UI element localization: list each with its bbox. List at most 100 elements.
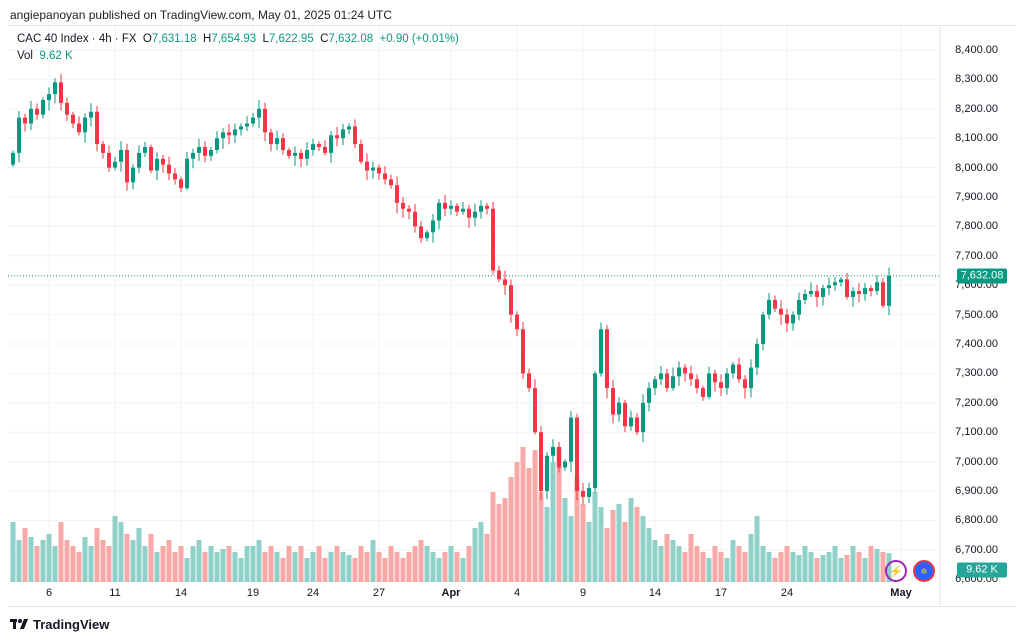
volume-bar	[52, 546, 58, 582]
volume-bar	[46, 534, 52, 582]
time-tick-label: 27	[372, 587, 386, 599]
close-label: C	[320, 33, 329, 45]
candle-body	[623, 402, 627, 427]
candle-body	[659, 373, 663, 380]
volume-bar	[598, 507, 604, 582]
volume-bar	[700, 552, 706, 582]
candle-body	[575, 417, 579, 491]
volume-bar	[508, 477, 514, 582]
volume-bar	[88, 546, 94, 582]
candle-body	[491, 208, 495, 271]
volume-bar	[160, 546, 166, 582]
candle-body	[221, 132, 225, 139]
volume-bar	[688, 534, 694, 582]
candle-body	[149, 147, 153, 171]
volume-bar	[166, 540, 172, 582]
candle-body	[479, 205, 483, 212]
volume-bar	[778, 552, 784, 582]
candle-body	[137, 152, 141, 168]
volume-bar	[622, 522, 628, 582]
volume-bar	[676, 546, 682, 582]
candle-body	[779, 308, 783, 315]
price-tick-label: 7,700.00	[955, 249, 998, 262]
volume-bar	[214, 552, 220, 582]
volume-bar	[382, 558, 388, 582]
price-tick-label: 6,900.00	[955, 485, 998, 497]
volume-bar	[22, 528, 28, 582]
volume-bar	[658, 546, 664, 582]
volume-label: Vol	[17, 50, 33, 62]
candle-body	[629, 417, 633, 427]
volume-bar	[634, 507, 640, 582]
candle-body	[89, 111, 93, 118]
candle-body	[11, 152, 15, 165]
symbol-label[interactable]: CAC 40 Index · 4h · FX	[17, 33, 137, 45]
lightning-icon[interactable]: ⚡	[885, 560, 907, 582]
candle-body	[377, 167, 381, 174]
candle-body	[713, 373, 717, 383]
candle-body	[461, 208, 465, 212]
volume-bar	[310, 552, 316, 582]
candle-body	[785, 314, 789, 324]
tradingview-logo[interactable]: TradingView	[10, 617, 109, 632]
candle-body	[725, 373, 729, 389]
volume-bar	[754, 516, 760, 582]
candle-body	[317, 144, 321, 148]
candle-body	[737, 364, 741, 380]
ohlc-legend: CAC 40 Index · 4h · FX O7,631.18 H7,654.…	[17, 33, 459, 45]
volume-bar	[442, 552, 448, 582]
volume-bar	[808, 552, 814, 582]
volume-bar	[70, 546, 76, 582]
candle-body	[281, 138, 285, 150]
price-tick-label: 7,100.00	[955, 426, 998, 439]
candle-body	[233, 129, 237, 136]
volume-bar	[856, 552, 862, 582]
candle-body	[35, 108, 39, 115]
candle-body	[329, 135, 333, 153]
candle-body	[443, 202, 447, 209]
volume-bar	[766, 552, 772, 582]
volume-bar	[514, 462, 520, 582]
candle-body	[869, 288, 873, 292]
volume-bar	[706, 558, 712, 582]
candle-body	[539, 432, 543, 491]
volume-bar	[520, 447, 526, 582]
candle-body	[749, 367, 753, 389]
candle-body	[215, 138, 219, 150]
volume-bar	[334, 546, 340, 582]
volume-bar	[880, 552, 886, 582]
candle-body	[689, 373, 693, 380]
candle-body	[305, 149, 309, 159]
volume-bar	[532, 450, 538, 582]
volume-bar	[466, 546, 472, 582]
candle-body	[299, 152, 303, 159]
candle-body	[821, 288, 825, 297]
volume-bar	[316, 546, 322, 582]
candle-body	[293, 152, 297, 156]
candle-body	[173, 173, 177, 180]
candle-body	[551, 446, 555, 456]
change-value: +0.90 (+0.01%)	[379, 33, 459, 45]
high-label: H	[203, 33, 212, 45]
volume-bar	[34, 546, 40, 582]
close-value: 7,632.08	[328, 33, 374, 45]
candle-body	[809, 291, 813, 295]
candle-body	[161, 158, 165, 165]
volume-bar	[256, 540, 262, 582]
candle-body	[593, 373, 597, 489]
candle-body	[851, 291, 855, 297]
volume-bar	[694, 546, 700, 582]
candle-body	[767, 299, 771, 315]
volume-bar	[304, 558, 310, 582]
candle-body	[587, 488, 591, 497]
volume-bar	[262, 552, 268, 582]
candle-body	[323, 147, 327, 153]
candle-body	[131, 167, 135, 183]
eu-flag-icon[interactable]: ✲	[913, 560, 935, 582]
volume-bar	[526, 468, 532, 582]
price-tick-label: 7,000.00	[955, 455, 998, 468]
volume-bar	[286, 546, 292, 582]
candle-body	[287, 149, 291, 156]
brand-name: TradingView	[33, 617, 110, 632]
